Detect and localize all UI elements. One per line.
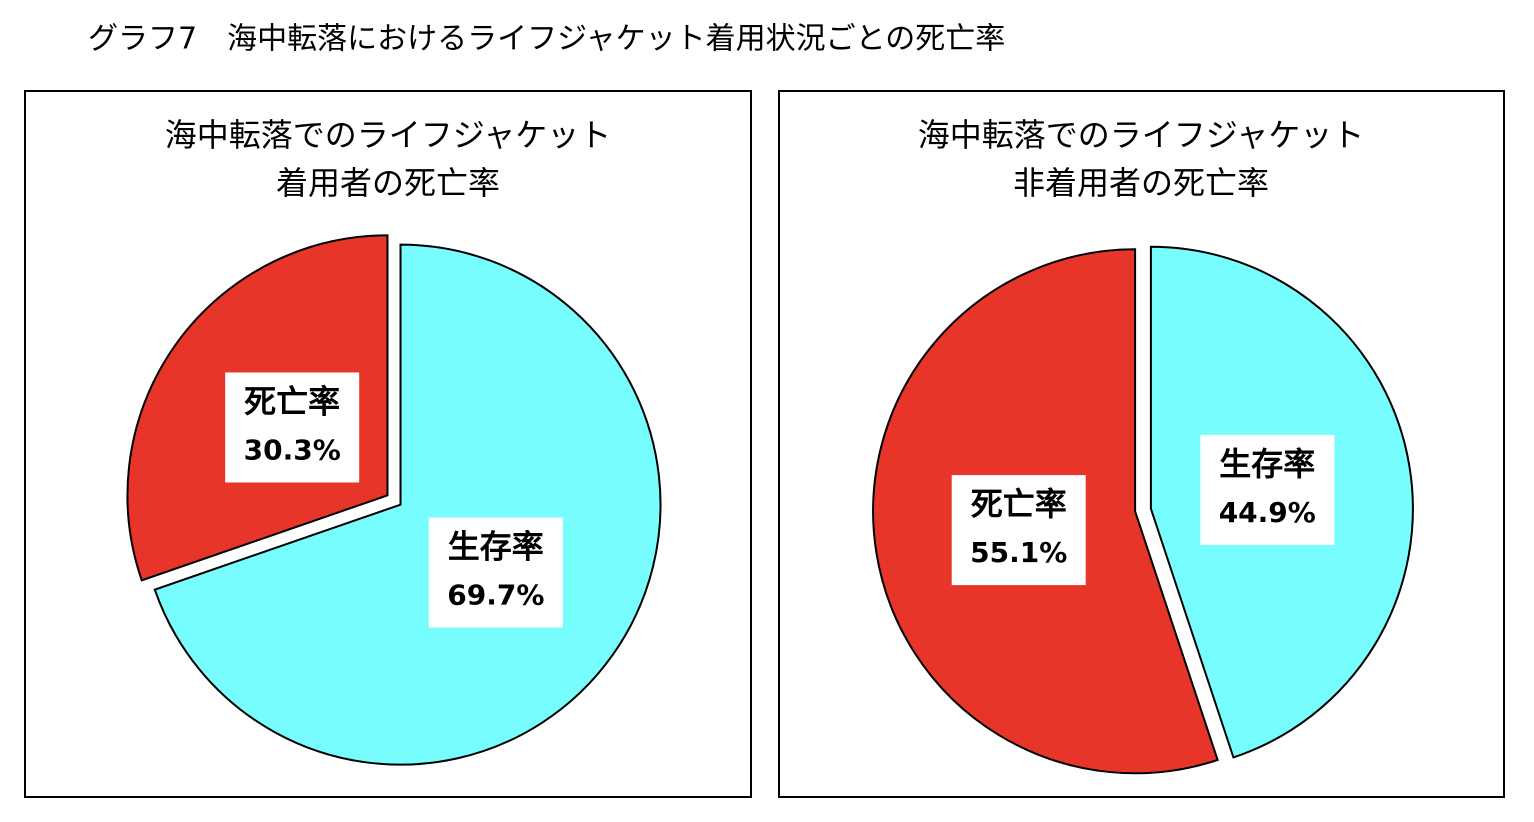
panel-frame <box>24 90 752 798</box>
chart-title: 海中転落でのライフジャケット <box>918 116 1364 154</box>
chart-title: 非着用者の死亡率 <box>1013 164 1269 202</box>
slice-category: 死亡率 <box>244 382 340 420</box>
label-box <box>225 372 360 483</box>
pie-slice <box>153 243 662 766</box>
page-title: グラフ7 海中転落におけるライフジャケット着用状況ごとの死亡率 <box>88 22 1005 57</box>
slice-value-label: 44.9% <box>1219 496 1316 529</box>
label-box <box>428 517 563 628</box>
slice-category: 死亡率 <box>971 485 1067 523</box>
label-box <box>951 475 1086 586</box>
slice-value-label: 69.7% <box>447 579 544 612</box>
label-box <box>1200 434 1335 545</box>
slice-category: 生存率 <box>448 528 544 566</box>
panel-frame <box>778 90 1505 798</box>
slice-value-label: 30.3% <box>244 433 341 466</box>
slice-value-label: 55.1% <box>970 536 1067 569</box>
chart-title: 着用者の死亡率 <box>276 164 500 202</box>
slice-category: 生存率 <box>1219 445 1315 483</box>
chart-title: 海中転落でのライフジャケット <box>165 116 611 154</box>
